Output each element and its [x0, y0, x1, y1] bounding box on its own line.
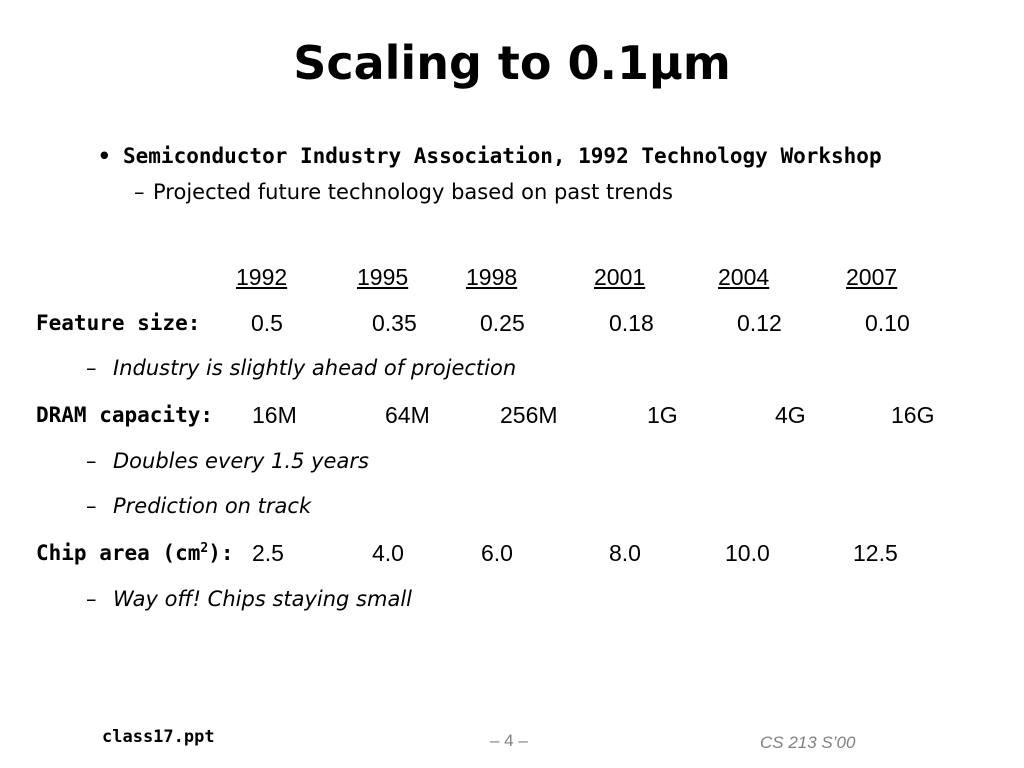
sub-bullet-text: Projected future technology based on pas… [153, 180, 673, 204]
year-header: 1992 [236, 264, 288, 290]
note-dash: – [86, 449, 97, 473]
year-header: 2001 [594, 264, 646, 290]
feature-size-value: 0.10 [865, 310, 910, 336]
note-dash: – [86, 494, 97, 518]
dram-capacity-value: 1G [647, 402, 678, 428]
footer-filename: class17.ppt [102, 727, 215, 747]
bullet-marker: • [98, 144, 111, 168]
bullet-text: Semiconductor Industry Association, 1992… [123, 144, 882, 168]
chip-area-value: 4.0 [372, 540, 404, 566]
feature-size-value: 0.12 [737, 310, 782, 336]
note-dash: – [86, 356, 97, 380]
slide-title: Scaling to 0.1µm [293, 36, 731, 90]
sub-bullet-dash: – [134, 180, 145, 204]
chip-area-note: Way off! Chips staying small [113, 587, 412, 611]
feature-size-label: Feature size: [36, 311, 201, 335]
feature-size-value: 0.35 [372, 310, 417, 336]
feature-size-value: 0.25 [480, 310, 525, 336]
chip-area-label: Chip area (cm2): [36, 541, 234, 565]
chip-area-value: 12.5 [853, 540, 898, 566]
feature-size-note: Industry is slightly ahead of projection [113, 356, 517, 380]
dram-capacity-value: 16M [252, 402, 297, 428]
feature-size-value: 0.18 [609, 310, 654, 336]
footer-course: CS 213 S’00 [760, 733, 856, 752]
dram-note: Doubles every 1.5 years [113, 449, 369, 473]
chip-area-value: 6.0 [481, 540, 513, 566]
footer-page-number: – 4 – [490, 731, 528, 750]
feature-size-value: 0.5 [251, 310, 283, 336]
dram-capacity-label: DRAM capacity: [36, 403, 214, 427]
chip-area-label-sup: 2 [200, 541, 209, 556]
year-header: 2007 [846, 264, 898, 290]
dram-capacity-value: 16G [891, 402, 935, 428]
dram-capacity-value: 256M [500, 402, 558, 428]
dram-note: Prediction on track [113, 494, 312, 518]
chip-area-value: 10.0 [725, 540, 770, 566]
year-header: 1995 [357, 264, 409, 290]
chip-area-label-main: Chip area (cm [36, 541, 201, 565]
dram-capacity-value: 4G [775, 402, 806, 428]
note-dash: – [86, 587, 97, 611]
dram-capacity-value: 64M [385, 402, 430, 428]
chip-area-label-end: ): [208, 541, 234, 565]
year-header: 1998 [466, 264, 518, 290]
chip-area-value: 8.0 [609, 540, 641, 566]
year-header: 2004 [718, 264, 770, 290]
chip-area-value: 2.5 [252, 540, 284, 566]
